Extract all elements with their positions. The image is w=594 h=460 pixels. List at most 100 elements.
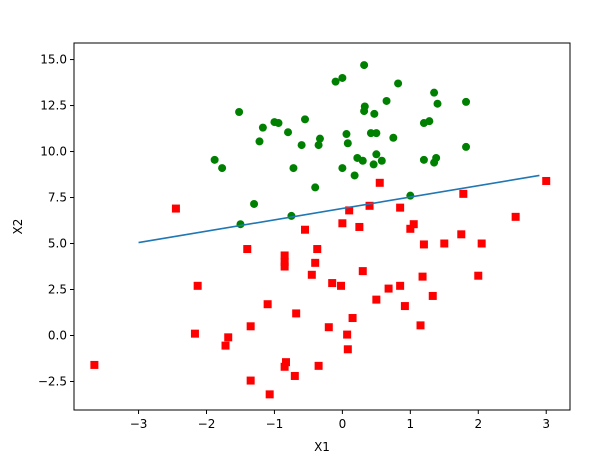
data-point-circle — [433, 99, 442, 108]
data-point-square — [265, 390, 274, 399]
data-point-circle — [338, 164, 347, 173]
data-point-circle — [462, 142, 471, 151]
data-point-square — [375, 178, 384, 187]
data-point-square — [396, 281, 405, 290]
axes: −3 −2 −1 0 1 2 3 −2.5 0.0 2.5 5.0 7.5 10.0 12.5 15.0 — [38, 53, 550, 431]
data-point-square — [224, 333, 233, 342]
data-point-square — [348, 314, 357, 323]
y-axis-label: X2 — [11, 219, 25, 235]
data-point-square — [313, 245, 322, 254]
data-point-circle — [430, 158, 439, 167]
regression-line — [138, 174, 540, 244]
data-point-square — [418, 272, 427, 281]
data-point-circle — [297, 141, 306, 150]
data-point-square — [459, 189, 468, 198]
data-point-circle — [314, 141, 323, 150]
data-point-circle — [284, 128, 293, 137]
data-point-square — [90, 360, 99, 369]
data-point-square — [474, 271, 483, 280]
data-point-square — [511, 212, 520, 221]
data-point-square — [280, 262, 289, 271]
data-point-square — [416, 321, 425, 330]
data-point-square — [243, 245, 252, 254]
data-point-square — [355, 222, 364, 231]
data-point-circle — [301, 115, 310, 124]
data-point-circle — [406, 191, 415, 200]
data-point-square — [372, 295, 381, 304]
data-point-square — [290, 371, 299, 380]
data-point-square — [190, 329, 199, 338]
data-point-circle — [210, 155, 219, 164]
data-point-square — [343, 330, 352, 339]
data-point-circle — [382, 96, 391, 105]
data-point-square — [440, 239, 449, 248]
data-point-circle — [419, 119, 428, 128]
data-point-square — [337, 281, 346, 290]
data-point-square — [280, 257, 289, 266]
data-point-circle — [394, 79, 403, 88]
data-point-circle — [289, 164, 298, 173]
x-tick-label: 2 — [474, 417, 482, 431]
data-point-square — [292, 309, 301, 318]
data-point-square — [301, 225, 310, 234]
x-tick-label: −3 — [130, 417, 148, 431]
x-tick-label: 3 — [542, 417, 550, 431]
data-point-square — [400, 302, 409, 311]
data-point-square — [343, 345, 352, 354]
data-point-circle — [235, 107, 244, 116]
data-point-square — [246, 322, 255, 331]
data-point-circle — [419, 155, 428, 164]
data-point-square — [221, 341, 230, 350]
data-point-square — [428, 291, 437, 300]
data-point-square — [338, 219, 347, 228]
data-point-circle — [369, 160, 378, 169]
data-point-square — [365, 201, 374, 210]
data-point-square — [280, 251, 289, 260]
data-point-square — [384, 284, 393, 293]
y-tick-label: 10.0 — [40, 145, 67, 159]
data-point-circle — [311, 183, 320, 192]
data-point-circle — [342, 130, 351, 139]
data-point-circle — [343, 139, 352, 148]
data-point-square — [406, 224, 415, 233]
data-point-square — [542, 176, 551, 185]
data-point-square — [246, 376, 255, 385]
data-point-circle — [370, 109, 379, 118]
data-point-circle — [389, 133, 398, 142]
x-axis-label: X1 — [314, 440, 330, 454]
y-tick-label: 7.5 — [48, 191, 67, 205]
data-point-square — [280, 362, 289, 371]
data-point-square — [457, 230, 466, 239]
data-point-circle — [315, 134, 324, 143]
data-point-square — [409, 220, 418, 229]
data-point-square — [307, 270, 316, 279]
data-point-square — [171, 204, 180, 213]
data-point-circle — [360, 107, 369, 116]
data-point-square — [396, 203, 405, 212]
x-tick-label: −2 — [198, 417, 216, 431]
y-tick-label: 2.5 — [48, 283, 67, 297]
data-point-circle — [462, 97, 471, 106]
data-point-circle — [250, 199, 259, 208]
data-point-circle — [338, 73, 347, 82]
data-point-circle — [218, 164, 227, 173]
data-point-circle — [258, 123, 267, 132]
data-point-square — [193, 281, 202, 290]
data-point-circle — [372, 150, 381, 159]
data-point-circle — [360, 61, 369, 70]
data-point-circle — [358, 156, 367, 165]
axes-frame — [73, 42, 571, 411]
y-tick-label: 5.0 — [48, 237, 67, 251]
data-point-square — [324, 323, 333, 332]
data-point-circle — [430, 88, 439, 97]
data-point-square — [281, 358, 290, 367]
data-point-square — [314, 361, 323, 370]
x-tick-label: 1 — [407, 417, 415, 431]
y-tick-label: 0.0 — [48, 328, 67, 342]
data-point-circle — [377, 156, 386, 165]
data-point-square — [328, 279, 337, 288]
data-point-square — [419, 240, 428, 249]
data-point-circle — [372, 129, 381, 138]
